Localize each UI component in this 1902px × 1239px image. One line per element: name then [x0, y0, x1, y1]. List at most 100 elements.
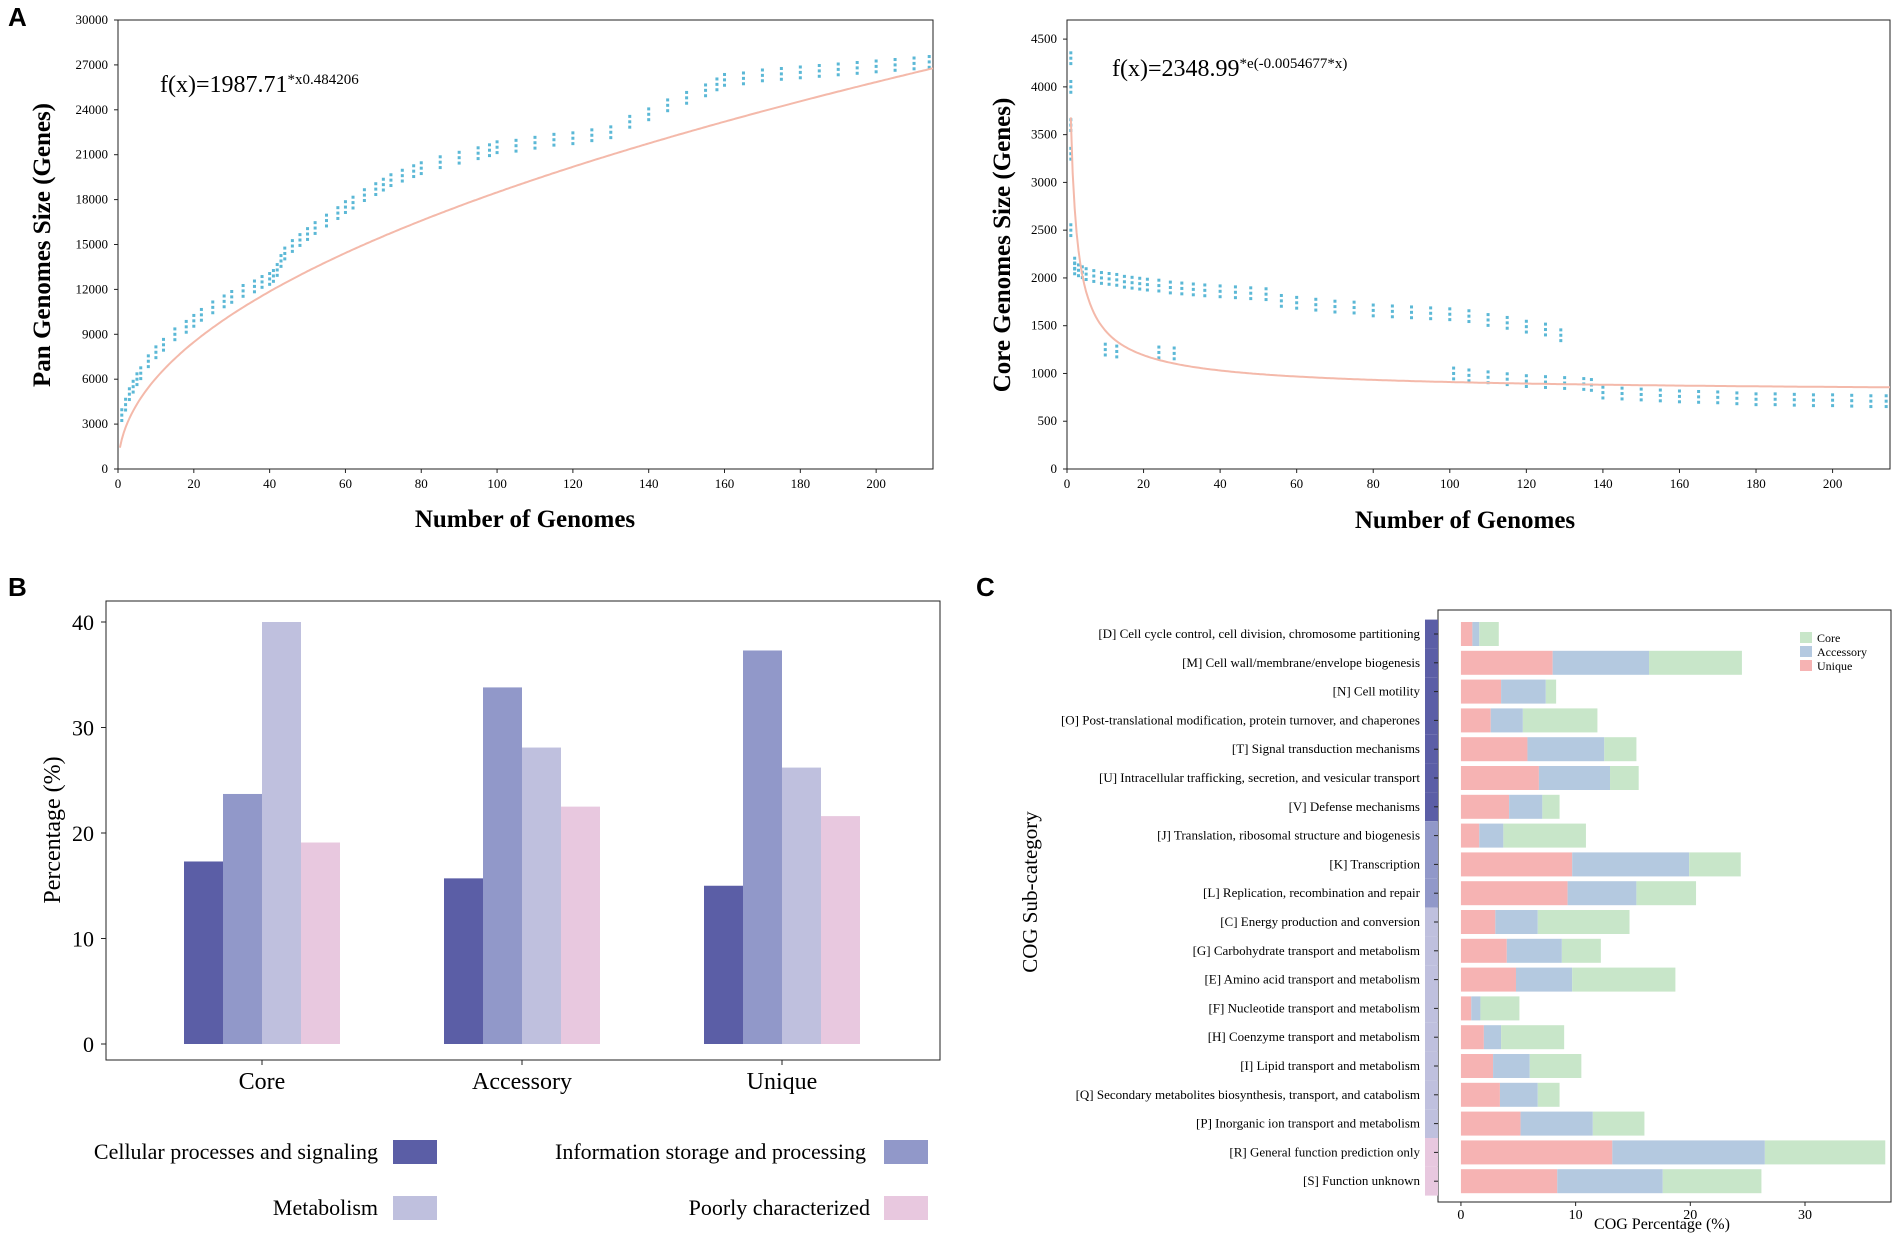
- data-point: [1582, 377, 1586, 381]
- data-point: [135, 377, 139, 381]
- data-point: [438, 166, 442, 170]
- data-point: [1601, 385, 1605, 389]
- data-point: [1191, 293, 1195, 297]
- data-point: [1180, 292, 1184, 296]
- data-point: [173, 327, 177, 331]
- data-point: [1157, 289, 1161, 293]
- data-point: [1122, 285, 1126, 289]
- data-point: [1589, 378, 1593, 382]
- data-point: [1467, 314, 1471, 318]
- panel-label-c: C: [976, 572, 995, 602]
- data-point: [533, 135, 537, 139]
- x-tick-label: 30: [1798, 1208, 1812, 1223]
- bar-segment: [1479, 823, 1504, 848]
- data-point: [514, 149, 518, 153]
- bar: [782, 767, 821, 1044]
- data-point: [1233, 296, 1237, 300]
- bar-segment: [1460, 650, 1553, 675]
- data-point: [514, 144, 518, 148]
- data-point: [1486, 375, 1490, 379]
- data-point: [1524, 384, 1528, 388]
- group-band: [1425, 648, 1438, 678]
- data-point: [628, 114, 632, 118]
- bar: [704, 885, 743, 1044]
- bar-segment: [1689, 852, 1741, 877]
- data-point: [1543, 333, 1547, 337]
- data-point: [1073, 261, 1077, 265]
- bar-segment: [1499, 1082, 1538, 1107]
- data-point: [1314, 308, 1318, 312]
- legend-swatch: [1800, 660, 1812, 671]
- data-point: [1279, 293, 1283, 297]
- axis-ticks: 0 20 40 60 80 100 120 140 160 180 2000500100015002…: [1031, 31, 1842, 491]
- data-point: [260, 280, 264, 284]
- data-point: [120, 408, 124, 412]
- x-tick-label: 160: [715, 476, 735, 491]
- data-point: [275, 268, 279, 272]
- group-band: [1425, 994, 1438, 1023]
- data-point: [1467, 320, 1471, 324]
- data-point: [1831, 393, 1835, 397]
- data-point: [1559, 333, 1563, 337]
- legend: Core Accessory Unique: [1800, 631, 1867, 673]
- group-band: [1425, 1051, 1438, 1081]
- data-point: [893, 58, 897, 62]
- x-tick-label: 80: [1367, 476, 1380, 491]
- data-point: [1333, 299, 1337, 303]
- data-point: [1559, 339, 1563, 343]
- data-point: [836, 62, 840, 66]
- data-point: [1773, 403, 1777, 407]
- bar-segment: [1509, 794, 1543, 819]
- data-point: [912, 56, 916, 60]
- bar-segment: [1460, 1025, 1484, 1050]
- data-point: [1773, 397, 1777, 401]
- x-tick-label: 0: [115, 476, 122, 491]
- data-point: [279, 259, 283, 263]
- group-band: [1425, 1138, 1438, 1167]
- data-point: [283, 251, 287, 255]
- data-point: [704, 83, 708, 87]
- data-point: [533, 146, 537, 150]
- y-tick-label: 12000: [76, 281, 109, 296]
- legend-label: Core: [1817, 631, 1840, 645]
- y-tick-label: 15000: [76, 237, 109, 252]
- data-point: [1697, 395, 1701, 399]
- legend-swatch: [393, 1196, 437, 1220]
- data-point: [222, 299, 226, 303]
- data-point: [268, 272, 272, 276]
- x-tick-label: 200: [866, 476, 886, 491]
- bar-segment: [1636, 881, 1697, 906]
- plot-frame: [1066, 19, 1891, 470]
- data-point: [1203, 283, 1207, 287]
- bar-segment: [1460, 938, 1507, 963]
- data-point: [1543, 385, 1547, 389]
- data-point: [271, 279, 275, 283]
- data-point: [1792, 392, 1796, 396]
- data-point: [1452, 377, 1456, 381]
- data-point: [590, 128, 594, 132]
- data-point: [855, 71, 859, 75]
- data-point: [419, 166, 423, 170]
- data-point: [1103, 342, 1107, 346]
- x-tick-label: 160: [1670, 476, 1690, 491]
- bar-segment: [1604, 737, 1637, 762]
- data-point: [1333, 305, 1337, 309]
- panel-label-a: A: [8, 2, 27, 32]
- bar-segment: [1460, 679, 1502, 704]
- data-point: [1314, 297, 1318, 301]
- data-point: [1295, 306, 1299, 310]
- data-point: [313, 231, 317, 235]
- data-point: [927, 55, 931, 59]
- data-point: [1467, 379, 1471, 383]
- data-point: [779, 72, 783, 76]
- data-point: [362, 193, 366, 197]
- bar: [743, 650, 782, 1044]
- data-point: [1773, 392, 1777, 396]
- x-axis-label: Number of Genomes: [1355, 507, 1576, 534]
- bar-segment: [1506, 938, 1562, 963]
- data-point: [230, 300, 234, 304]
- x-tick-label: 100: [487, 476, 507, 491]
- data-point: [1524, 330, 1528, 334]
- y-tick-label: 0: [102, 461, 109, 476]
- data-point: [211, 311, 215, 315]
